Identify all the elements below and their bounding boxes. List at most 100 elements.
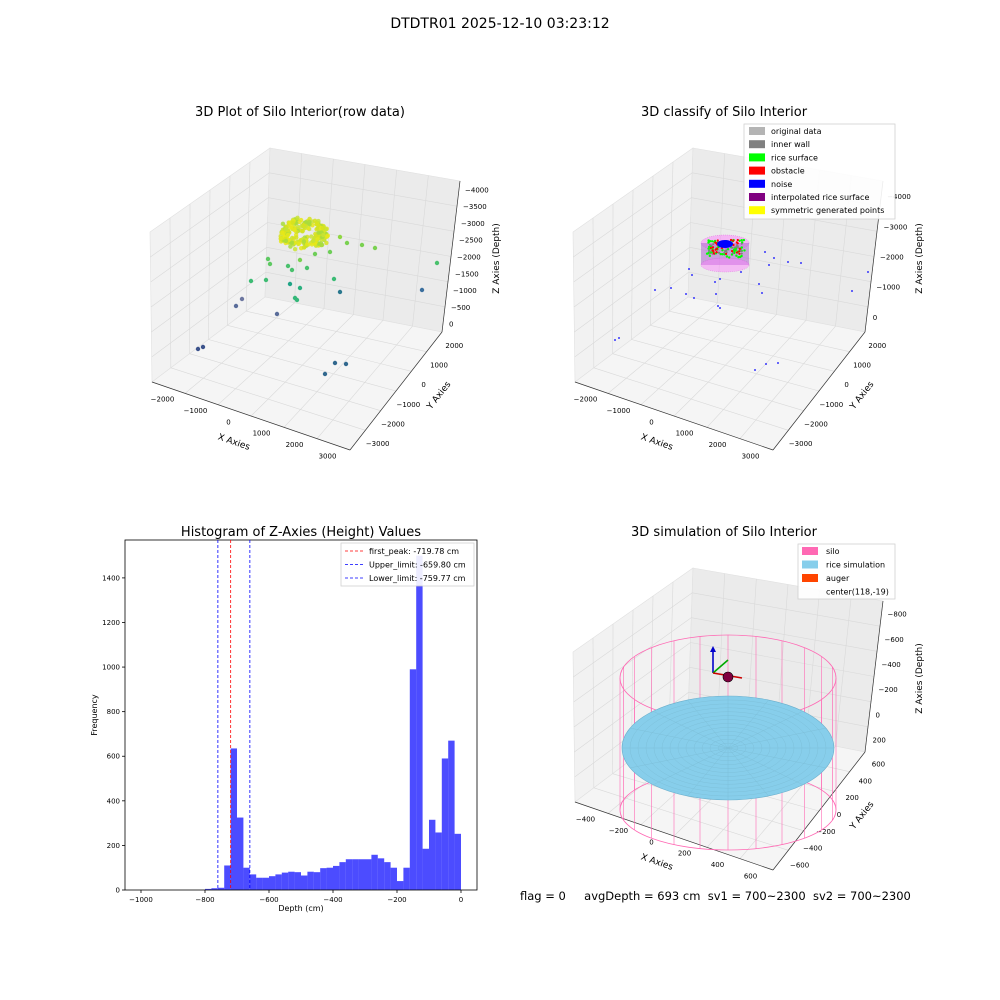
y-tick-label: −3000	[366, 440, 390, 448]
rice-surface-point	[721, 253, 724, 256]
z-tick-label: −1000	[876, 284, 900, 292]
legend-label: first_peak: -719.78 cm	[369, 547, 459, 556]
rice-surface-point	[719, 252, 722, 256]
noise-point	[618, 337, 620, 339]
raw-point	[324, 227, 329, 232]
grid-line	[265, 271, 446, 308]
obstacle-point	[729, 238, 733, 242]
z-tick-label: −4000	[465, 186, 489, 194]
grid-line	[151, 247, 267, 333]
noise-point	[670, 287, 672, 289]
z-tick-label: −600	[885, 636, 904, 644]
histogram-bars	[205, 555, 461, 890]
legend-label: rice surface	[771, 153, 818, 162]
noise-point	[654, 289, 656, 291]
raw-point	[307, 219, 312, 225]
noise-cluster	[717, 240, 733, 248]
rice-surface-point	[710, 240, 714, 243]
y-tick-label: −3000	[789, 440, 813, 448]
legend-swatch	[749, 140, 765, 149]
y-axis-line	[772, 331, 866, 451]
y-tick-label: −200	[816, 828, 835, 836]
z-axis-label: Z Axies (Depth)	[915, 643, 925, 714]
raw-point	[304, 242, 310, 247]
y-tick-label: −600	[790, 862, 809, 870]
x-axis-label: X Axies	[639, 433, 674, 453]
obstacle-point	[715, 251, 718, 254]
obstacle-point	[712, 252, 716, 255]
x-tick-label: −800	[195, 896, 214, 904]
noise-point	[761, 292, 763, 294]
simulation-legend: silo rice simulation auger center(118,-19)	[797, 543, 896, 600]
histogram-bar	[275, 874, 282, 890]
legend-swatch	[749, 153, 765, 162]
obstacle-point	[732, 243, 735, 247]
histogram-bar	[390, 867, 397, 890]
z-tick-label: −3000	[884, 223, 908, 231]
histogram-bar	[409, 669, 417, 890]
inner-wall-point	[735, 245, 738, 248]
avg-depth-text: avgDepth = 693 cm	[584, 889, 701, 903]
grid-line	[573, 592, 693, 678]
y-tick-label: 1200	[102, 619, 120, 627]
z-tick-label: −200	[879, 686, 898, 694]
z-tick-label: −4000	[887, 193, 911, 201]
x-tick-label: 400	[711, 861, 724, 869]
raw-point	[337, 234, 343, 240]
x-tick-label: −600	[259, 896, 278, 904]
x-tick-label: −400	[323, 896, 342, 904]
legend-swatch	[802, 560, 818, 569]
y-tick-label: 0	[837, 811, 841, 819]
legend-label: silo	[826, 547, 840, 556]
rice-surface-point	[735, 254, 738, 257]
raw-point	[288, 244, 293, 249]
histogram-bar	[371, 854, 378, 890]
histogram-bar	[441, 758, 449, 890]
raw-point	[301, 245, 307, 250]
grid-line	[691, 617, 878, 652]
histogram-bar	[320, 868, 327, 890]
figure-title: DTDTR01 2025-12-10 03:23:12	[390, 16, 610, 32]
grid-line	[574, 271, 690, 358]
histogram-bar	[307, 871, 314, 890]
x-tick-label: 1000	[676, 430, 694, 438]
x-tick-label: 600	[744, 872, 757, 880]
raw-point	[233, 303, 239, 309]
obstacle-point	[725, 252, 728, 255]
obstacle-point	[735, 251, 739, 254]
histogram-bar	[403, 867, 410, 890]
noise-point	[693, 297, 695, 299]
raw-point	[314, 227, 319, 232]
inner-wall-point	[708, 249, 711, 252]
center-axis-z-arrow	[710, 646, 716, 652]
grid-line	[573, 222, 691, 308]
inner-wall-point	[740, 252, 743, 255]
y-axis-label: Y Axies	[425, 380, 454, 413]
legend-label: Lower_limit: -759.77 cm	[369, 574, 466, 583]
histogram-bar	[262, 877, 269, 890]
obstacle-point	[712, 250, 715, 253]
z-tick-label: −1500	[455, 270, 479, 278]
noise-point	[851, 290, 853, 292]
x-tick-label: 2000	[709, 441, 727, 449]
x-tick-label: 0	[226, 418, 230, 426]
noise-point	[754, 369, 756, 371]
x-tick-label: −200	[609, 827, 628, 835]
raw-point	[295, 215, 300, 220]
raw-point	[296, 225, 301, 230]
obstacle-point	[714, 241, 717, 244]
inner-wall-point	[712, 243, 715, 246]
raw-point	[239, 296, 245, 302]
grid-line	[266, 247, 449, 282]
inner-wall-point	[708, 252, 711, 255]
grid-line	[690, 222, 875, 257]
noise-point	[787, 261, 789, 263]
x-tick-label: −400	[576, 816, 595, 824]
y-tick-label: 0	[116, 887, 120, 895]
panel-title-raw: 3D Plot of Silo Interior(row data)	[195, 105, 405, 120]
inner-wall-point	[731, 246, 734, 249]
y-tick-label: −1000	[396, 401, 420, 409]
z-tick-label: 0	[449, 321, 453, 329]
rice-surface-point	[721, 249, 724, 252]
raw-point	[307, 216, 312, 222]
